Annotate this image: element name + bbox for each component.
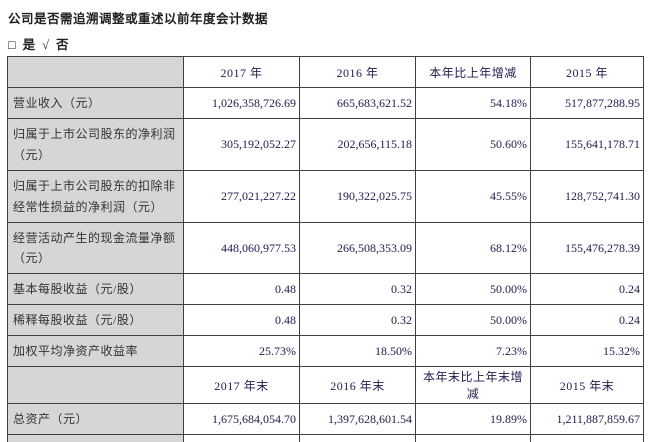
table-row-net-profit: 归属于上市公司股东的净利润（元） 305,192,052.27 202,656,… <box>7 118 644 171</box>
header-empty-cell <box>7 366 184 404</box>
value-2015: 0.24 <box>530 273 644 305</box>
row-label: 归属于上市公司股东的净利润（元） <box>7 118 184 171</box>
row-label: 经营活动产生的现金流量净额（元） <box>7 222 184 274</box>
col-header-yearend-change: 本年末比上年末增减 <box>415 366 531 404</box>
table-row-revenue: 营业收入（元） 1,026,358,726.69 665,683,621.52 … <box>7 87 644 119</box>
value-2017: 277,021,227.22 <box>183 170 300 223</box>
value-change: 7.23% <box>415 335 531 367</box>
value-2016: 202,656,115.18 <box>299 118 416 171</box>
value-change: 50.00% <box>415 273 531 305</box>
row-label: 加权平均净资产收益率 <box>7 335 184 367</box>
table-row-net-profit-excl-nonrecurring: 归属于上市公司股东的扣除非经常性损益的净利润（元） 277,021,227.22… <box>7 170 644 223</box>
value-change: 19.89% <box>415 403 531 435</box>
row-label: 总资产（元） <box>7 403 184 435</box>
table-row-basic-eps: 基本每股收益（元/股） 0.48 0.32 50.00% 0.24 <box>7 273 644 305</box>
table-header-annual: 2017 年 2016 年 本年比上年增减 2015 年 <box>7 56 644 88</box>
value-change: 13.67% <box>415 434 531 442</box>
value-2015: 0.24 <box>530 304 644 336</box>
value-change: 45.55% <box>415 170 531 223</box>
col-header-2016-end: 2016 年末 <box>299 366 416 404</box>
value-2016: 1,151,053,399.14 <box>299 434 416 442</box>
value-2016: 665,683,621.52 <box>299 87 416 119</box>
value-change: 50.00% <box>415 304 531 336</box>
no-label: 否 <box>55 38 70 52</box>
checkbox-unchecked-icon: □ <box>8 38 17 52</box>
yes-label: 是 <box>22 38 37 52</box>
row-label: 归属于上市公司股东的净资产（元） <box>7 434 184 442</box>
table-row-operating-cash-flow: 经营活动产生的现金流量净额（元） 448,060,977.53 266,508,… <box>7 222 644 274</box>
table-row-diluted-eps: 稀释每股收益（元/股） 0.48 0.32 50.00% 0.24 <box>7 304 644 336</box>
restatement-question: 公司是否需追溯调整或重述以前年度会计数据 <box>8 12 269 26</box>
col-header-2015-end: 2015 年末 <box>530 366 644 404</box>
value-change: 54.18% <box>415 87 531 119</box>
value-change: 68.12% <box>415 222 531 274</box>
value-2016: 0.32 <box>299 273 416 305</box>
value-2016: 266,508,353.09 <box>299 222 416 274</box>
value-2016: 190,322,025.75 <box>299 170 416 223</box>
value-2015: 128,752,741.30 <box>530 170 644 223</box>
value-2016: 18.50% <box>299 335 416 367</box>
value-2017: 448,060,977.53 <box>183 222 300 274</box>
table-row-net-assets: 归属于上市公司股东的净资产（元） 1,308,412,512.29 1,151,… <box>7 434 644 442</box>
value-2016: 0.32 <box>299 304 416 336</box>
value-2017: 1,308,412,512.29 <box>183 434 300 442</box>
value-2015: 155,476,278.39 <box>530 222 644 274</box>
value-2015: 15.32% <box>530 335 644 367</box>
value-2015: 1,211,887,859.67 <box>530 403 644 435</box>
value-2015: 155,641,178.71 <box>530 118 644 171</box>
value-2017: 1,675,684,054.70 <box>183 403 300 435</box>
value-2017: 1,026,358,726.69 <box>183 87 300 119</box>
row-label: 营业收入（元） <box>7 87 184 119</box>
header-empty-cell <box>7 56 184 88</box>
value-2017: 305,192,052.27 <box>183 118 300 171</box>
value-2015: 1,043,472,058.40 <box>530 434 644 442</box>
row-label: 稀释每股收益（元/股） <box>7 304 184 336</box>
check-icon: √ <box>42 38 50 52</box>
restatement-answer: □ 是 √ 否 <box>8 34 75 53</box>
col-header-2016: 2016 年 <box>299 56 416 88</box>
table-row-total-assets: 总资产（元） 1,675,684,054.70 1,397,628,601.54… <box>7 403 644 435</box>
value-2017: 25.73% <box>183 335 300 367</box>
table-header-year-end: 2017 年末 2016 年末 本年末比上年末增减 2015 年末 <box>7 366 644 404</box>
row-label: 基本每股收益（元/股） <box>7 273 184 305</box>
table-row-weighted-avg-roe: 加权平均净资产收益率 25.73% 18.50% 7.23% 15.32% <box>7 335 644 367</box>
value-2016: 1,397,628,601.54 <box>299 403 416 435</box>
col-header-2015: 2015 年 <box>530 56 644 88</box>
col-header-yoy-change: 本年比上年增减 <box>415 56 531 88</box>
value-2017: 0.48 <box>183 304 300 336</box>
row-label: 归属于上市公司股东的扣除非经常性损益的净利润（元） <box>7 170 184 223</box>
col-header-2017: 2017 年 <box>183 56 300 88</box>
value-2015: 517,877,288.95 <box>530 87 644 119</box>
value-2017: 0.48 <box>183 273 300 305</box>
financial-summary-table: 2017 年 2016 年 本年比上年增减 2015 年 营业收入（元） 1,0… <box>7 56 644 442</box>
value-change: 50.60% <box>415 118 531 171</box>
col-header-2017-end: 2017 年末 <box>183 366 300 404</box>
